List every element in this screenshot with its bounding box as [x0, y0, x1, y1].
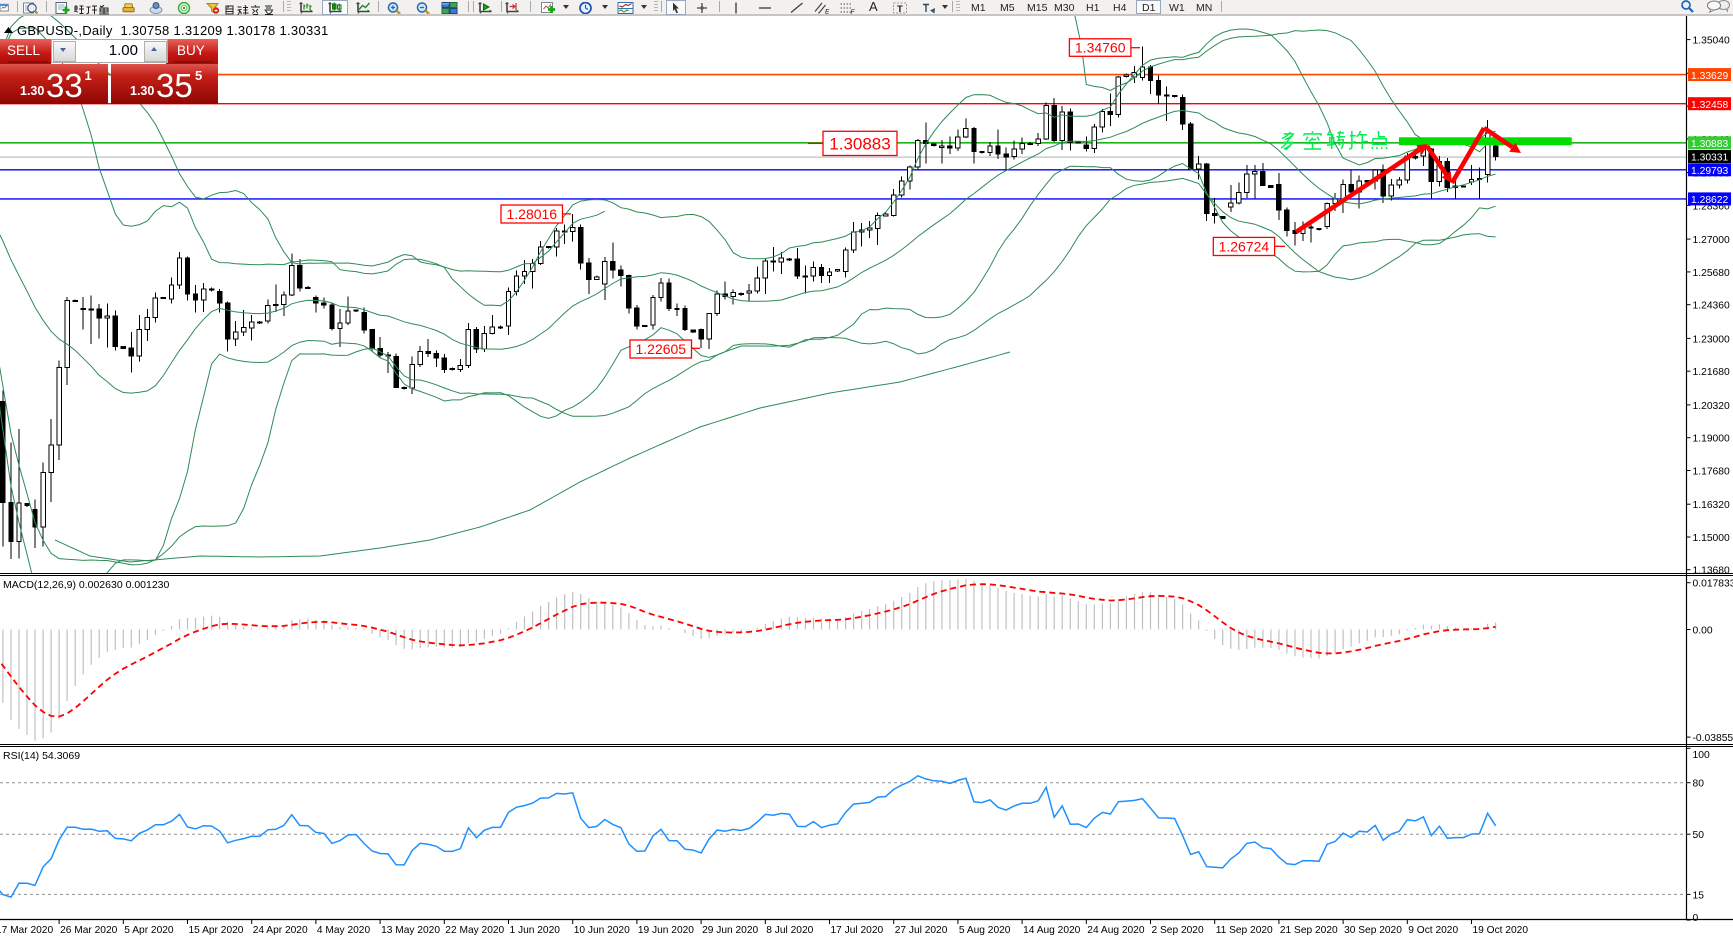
svg-text:F: F [851, 9, 856, 14]
svg-text:13 May 2020: 13 May 2020 [381, 925, 440, 936]
svg-text:1.25680: 1.25680 [1693, 268, 1730, 279]
svg-text:10 Jun 2020: 10 Jun 2020 [574, 925, 630, 936]
svg-text:1 Jun 2020: 1 Jun 2020 [510, 925, 561, 936]
svg-text:27 Jul 2020: 27 Jul 2020 [895, 925, 948, 936]
svg-text:1.28622: 1.28622 [1691, 195, 1728, 206]
svg-text:24 Aug 2020: 24 Aug 2020 [1087, 925, 1145, 936]
svg-text:1.15000: 1.15000 [1693, 533, 1730, 544]
svg-text:19 Oct 2020: 19 Oct 2020 [1473, 925, 1529, 936]
svg-text:1.29793: 1.29793 [1691, 166, 1728, 177]
svg-text:1.22605: 1.22605 [635, 341, 686, 357]
svg-text:1.34760: 1.34760 [1075, 40, 1126, 56]
svg-text:21 Sep 2020: 21 Sep 2020 [1280, 925, 1338, 936]
svg-text:1.17680: 1.17680 [1693, 467, 1730, 478]
svg-text:1.30883: 1.30883 [1691, 139, 1728, 150]
svg-text:E: E [825, 9, 830, 15]
svg-text:1.30331: 1.30331 [1691, 153, 1728, 164]
svg-text:T: T [897, 4, 903, 14]
svg-text:1.26724: 1.26724 [1219, 239, 1270, 255]
svg-text:1.28360: 1.28360 [1693, 201, 1730, 212]
svg-text:1.19000: 1.19000 [1693, 434, 1730, 445]
svg-text:19 Jun 2020: 19 Jun 2020 [638, 925, 694, 936]
svg-text:1.33629: 1.33629 [1691, 71, 1728, 82]
svg-text:29 Jun 2020: 29 Jun 2020 [702, 925, 758, 936]
svg-text:17 Jul 2020: 17 Jul 2020 [831, 925, 884, 936]
svg-text:0: 0 [1693, 913, 1699, 924]
svg-text:1.20320: 1.20320 [1693, 401, 1730, 412]
svg-text:5 Aug 2020: 5 Aug 2020 [959, 925, 1011, 936]
svg-text:1.30883: 1.30883 [829, 135, 890, 154]
svg-text:22 May 2020: 22 May 2020 [445, 925, 504, 936]
svg-text:-0.038559: -0.038559 [1693, 733, 1733, 744]
svg-text:11 Sep 2020: 11 Sep 2020 [1216, 925, 1273, 936]
svg-text:0.00: 0.00 [1693, 626, 1713, 637]
svg-text:1.27000: 1.27000 [1693, 235, 1730, 246]
svg-text:1.28016: 1.28016 [506, 206, 557, 222]
svg-text:30 Sep 2020: 30 Sep 2020 [1344, 925, 1402, 936]
svg-text:80: 80 [1693, 779, 1705, 790]
svg-text:100: 100 [1693, 750, 1710, 761]
svg-text:26 Mar 2020: 26 Mar 2020 [60, 925, 118, 936]
svg-text:1.21680: 1.21680 [1693, 367, 1730, 378]
svg-text:14 Aug 2020: 14 Aug 2020 [1023, 925, 1081, 936]
svg-text:15: 15 [1693, 890, 1705, 901]
svg-text:1.32458: 1.32458 [1691, 100, 1728, 111]
svg-text:GBPUSD-,Daily 1.30758 1.31209: GBPUSD-,Daily 1.30758 1.31209 1.30178 1.… [17, 23, 329, 38]
svg-text:5 Apr 2020: 5 Apr 2020 [124, 925, 174, 936]
svg-text:9 Oct 2020: 9 Oct 2020 [1408, 925, 1458, 936]
svg-text:MACD(12,26,9) 0.002630 0.00123: MACD(12,26,9) 0.002630 0.001230 [3, 579, 170, 591]
svg-text:4 May 2020: 4 May 2020 [317, 925, 371, 936]
svg-text:8 Jul 2020: 8 Jul 2020 [766, 925, 813, 936]
svg-text:1.16320: 1.16320 [1693, 500, 1730, 511]
svg-text:1.24360: 1.24360 [1693, 301, 1730, 312]
svg-text:0.017833: 0.017833 [1693, 579, 1733, 590]
svg-text:50: 50 [1693, 830, 1705, 841]
svg-text:1.13680: 1.13680 [1693, 566, 1730, 577]
svg-text:1.35040: 1.35040 [1693, 36, 1730, 47]
svg-text:RSI(14) 54.3069: RSI(14) 54.3069 [3, 750, 80, 762]
svg-text:1.23000: 1.23000 [1693, 334, 1730, 345]
svg-text:15 Apr 2020: 15 Apr 2020 [189, 925, 244, 936]
svg-text:17 Mar 2020: 17 Mar 2020 [0, 925, 53, 936]
svg-text:24 Apr 2020: 24 Apr 2020 [253, 925, 308, 936]
svg-text:2 Sep 2020: 2 Sep 2020 [1152, 925, 1204, 936]
